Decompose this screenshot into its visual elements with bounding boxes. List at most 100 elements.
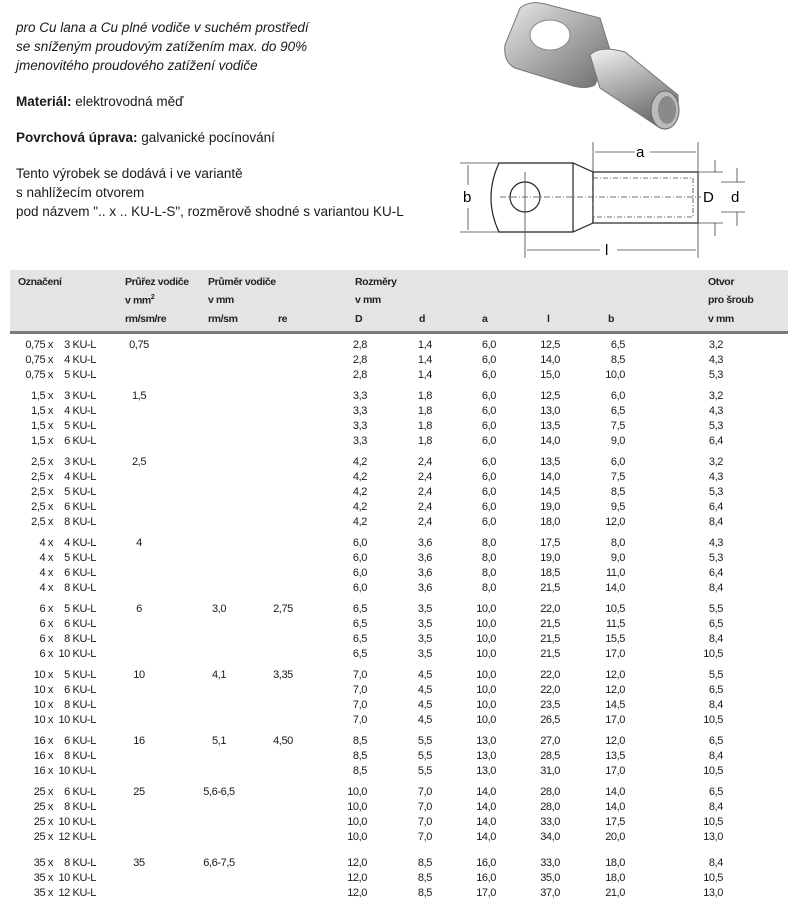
- cell-b: 21,0: [605, 887, 625, 899]
- cell-prumer: 3,0: [211, 603, 227, 615]
- cell-d: 4,5: [417, 669, 432, 681]
- cell-d: 7,0: [417, 831, 432, 843]
- cell-type: 5 KU-L: [64, 369, 96, 381]
- cell-l: 21,5: [540, 582, 560, 594]
- cell-size: 2,5 x: [31, 501, 53, 513]
- cell-prumer: [182, 749, 256, 764]
- cell-b: 12,0: [605, 669, 625, 681]
- cell-re: [256, 434, 310, 449]
- cell-a: 6,0: [481, 516, 496, 528]
- cell-re: [256, 830, 310, 845]
- cell-l: 37,0: [540, 887, 560, 899]
- cell-prumer: [182, 617, 256, 632]
- cell-d: 1,4: [417, 354, 432, 366]
- cell-prurez: [96, 485, 182, 500]
- cell-d: 4,5: [417, 714, 432, 726]
- table-row: 2,5 x 5 KU-L 4,2 2,4 6,0 14,5 8,5 5,3: [0, 485, 723, 500]
- table-row: 16 x 8 KU-L 8,5 5,5 13,0 28,5 13,5 8,4: [0, 749, 724, 764]
- header-rozmery: Rozměry: [355, 276, 397, 288]
- cell-a: 6,0: [481, 435, 496, 447]
- cell-prumer: [182, 500, 256, 515]
- cell-size: 35 x: [33, 887, 54, 899]
- cell-a: 13,0: [476, 765, 496, 777]
- cell-D: 3,3: [352, 390, 367, 402]
- cell-prurez: [96, 886, 182, 901]
- cell-size: 25 x: [33, 786, 54, 798]
- cell-re: [256, 470, 310, 485]
- cell-re: [256, 515, 310, 530]
- cell-re: [256, 779, 310, 800]
- table-row: 10 x 6 KU-L 7,0 4,5 10,0 22,0 12,0 6,5: [0, 683, 724, 698]
- cell-a: 14,0: [476, 801, 496, 813]
- table-row: 16 x 6 KU-L 16 5,1 4,50 8,5 5,5 13,0 27,0 12,0 6,5: [0, 728, 724, 749]
- cell-prumer: [182, 698, 256, 713]
- cell-l: 14,0: [540, 354, 560, 366]
- cell-type: 6 KU-L: [64, 618, 96, 630]
- cell-D: 7,0: [352, 684, 367, 696]
- header-b: b: [608, 313, 615, 325]
- cell-type: 10 KU-L: [58, 714, 96, 726]
- cell-D: 6,0: [352, 552, 367, 564]
- cell-d: 3,5: [417, 618, 432, 630]
- cell-l: 22,0: [540, 684, 560, 696]
- table-row: 35 x 12 KU-L 12,0 8,5 17,0 37,0 21,0 13,0: [0, 886, 724, 901]
- header-a: a: [482, 313, 488, 325]
- table-row: 4 x 8 KU-L 6,0 3,6 8,0 21,5 14,0 8,4: [0, 581, 724, 596]
- cell-l: 18,0: [540, 516, 560, 528]
- cell-prurez: [96, 749, 182, 764]
- cell-type: 12 KU-L: [58, 831, 96, 843]
- cell-a: 10,0: [476, 669, 496, 681]
- cell-otvor: 8,4: [708, 516, 723, 528]
- cell-otvor: 8,4: [708, 699, 723, 711]
- table-row: 2,5 x 3 KU-L 2,5 4,2 2,4 6,0 13,5 6,0 3,2: [0, 449, 723, 470]
- cell-otvor: 10,5: [703, 872, 723, 884]
- cell-D: 7,0: [352, 699, 367, 711]
- cell-d: 3,6: [417, 582, 432, 594]
- cell-l: 14,0: [540, 471, 560, 483]
- cable-lug-photo: [504, 2, 680, 130]
- cell-prurez: 16: [133, 735, 145, 747]
- cell-re: [256, 698, 310, 713]
- table-row: 0,75 x 3 KU-L 0,75 2,8 1,4 6,0 12,5 6,5 3,2: [0, 338, 723, 353]
- cell-l: 14,0: [540, 435, 560, 447]
- cell-l: 19,0: [540, 501, 560, 513]
- cell-d: 7,0: [417, 801, 432, 813]
- cell-type: 5 KU-L: [64, 486, 96, 498]
- cell-prurez: [96, 353, 182, 368]
- label-b: b: [463, 189, 471, 206]
- table-row: 0,75 x 5 KU-L 2,8 1,4 6,0 15,0 10,0 5,3: [0, 368, 723, 383]
- cell-otvor: 3,2: [708, 339, 723, 351]
- cell-prumer: [182, 449, 256, 470]
- cell-prurez: [96, 698, 182, 713]
- cell-prurez: [96, 800, 182, 815]
- cell-D: 8,5: [352, 735, 367, 747]
- cell-prumer: [182, 419, 256, 434]
- cell-prumer: [182, 470, 256, 485]
- cell-d: 3,6: [417, 537, 432, 549]
- cell-l: 14,5: [540, 486, 560, 498]
- cell-re: 2,75: [273, 603, 293, 615]
- cell-prumer: [182, 434, 256, 449]
- header-d: d: [419, 313, 426, 325]
- cell-re: [256, 353, 310, 368]
- cell-b: 20,0: [605, 831, 625, 843]
- cell-otvor: 10,5: [703, 765, 723, 777]
- cell-re: [256, 338, 310, 353]
- cell-otvor: 3,2: [708, 456, 723, 468]
- table-row: 1,5 x 6 KU-L 3,3 1,8 6,0 14,0 9,0 6,4: [0, 434, 723, 449]
- cell-d: 5,5: [417, 735, 432, 747]
- cell-d: 3,6: [417, 552, 432, 564]
- table-row: 35 x 10 KU-L 12,0 8,5 16,0 35,0 18,0 10,5: [0, 871, 724, 886]
- cell-prumer: [182, 338, 256, 353]
- cell-a: 10,0: [476, 684, 496, 696]
- cell-prurez: [96, 617, 182, 632]
- cell-size: 0,75 x: [25, 354, 53, 366]
- cell-size: 4 x: [39, 537, 54, 549]
- cell-a: 6,0: [481, 420, 496, 432]
- cell-b: 7,5: [610, 471, 625, 483]
- cell-prumer: [182, 404, 256, 419]
- cell-d: 2,4: [417, 501, 432, 513]
- cell-type: 6 KU-L: [64, 501, 96, 513]
- cell-otvor: 5,5: [708, 603, 723, 615]
